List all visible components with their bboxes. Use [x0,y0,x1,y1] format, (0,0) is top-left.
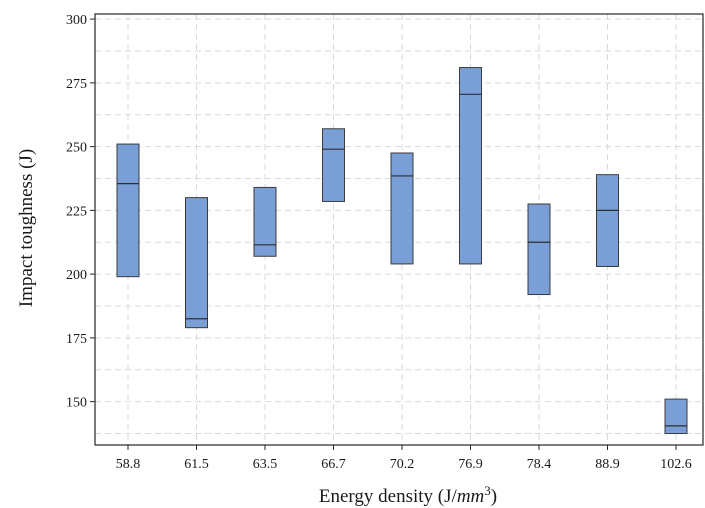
y-tick-label: 175 [66,332,87,347]
box-76.9 [459,67,482,265]
box-78.4 [527,203,551,296]
x-tick-label: 78.4 [527,457,552,472]
x-axis: 58.8 61.5 63.5 66.7 70.2 76.9 78.4 88.9 102.6 [116,445,692,472]
x-tick-label: 88.9 [595,457,620,472]
y-tick-label: 250 [66,141,87,156]
box-58.8 [116,143,140,278]
y-tick-label: 275 [66,77,87,92]
box-102.6 [664,398,688,435]
x-tick-label: 70.2 [390,457,415,472]
x-tick-label: 76.9 [458,457,483,472]
x-tick-label: 102.6 [660,457,692,472]
y-tick-label: 225 [66,204,87,219]
y-tick-label: 200 [66,268,87,283]
box-63.5 [253,186,277,257]
y-axis: 150 175 200 225 250 275 300 [66,13,95,411]
x-tick-label: 63.5 [253,457,278,472]
x-tick-label: 61.5 [184,457,209,472]
y-tick-label: 300 [66,13,87,28]
boxes-layer [116,67,688,435]
box-66.7 [322,128,345,202]
box-70.2 [390,152,414,265]
y-axis-title: Impact toughness (J) [16,149,37,307]
x-tick-label: 58.8 [116,457,141,472]
x-axis-title: Energy density (J/mm3) [319,483,497,507]
x-tick-label: 66.7 [321,457,346,472]
y-tick-label: 150 [66,396,87,411]
box-61.5 [185,197,208,329]
box-88.9 [596,174,619,267]
plot-frame [94,13,704,446]
